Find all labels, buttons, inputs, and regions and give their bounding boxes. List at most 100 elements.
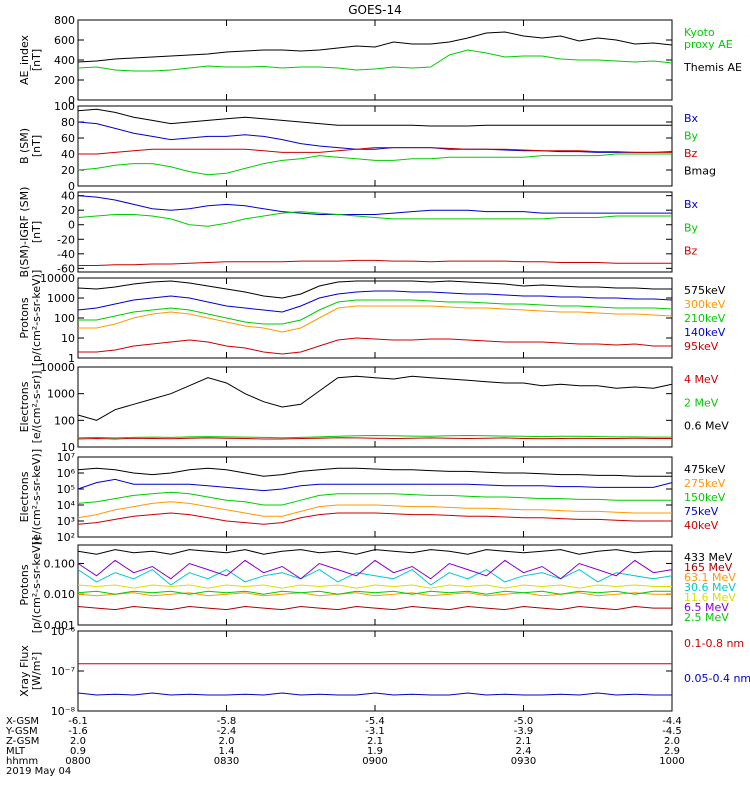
legend-label: 0.1-0.8 nm (684, 637, 744, 650)
series-line (77, 590, 672, 595)
panel-b: 0 20 40 60 80 100 B (SM)[nT] Bx By Bz Bmag (18, 100, 716, 193)
legend-label: Bx (684, 112, 699, 125)
orbit-cell: -4.4 (662, 716, 682, 727)
orbit-cell: -5.8 (217, 716, 237, 727)
orbit-cell: 1000 (659, 756, 684, 767)
legend-label: 475keV (684, 463, 726, 476)
orbit-row-label: Y-GSM (5, 726, 38, 737)
orbit-cell: 0800 (65, 756, 90, 767)
legend-label: 0.6 MeV (684, 420, 729, 433)
legend-label: 433 MeV (684, 551, 733, 564)
orbit-cell: -5.4 (365, 716, 385, 727)
y-tick-label: 100 (54, 312, 75, 325)
legend-label: 165 MeV (684, 561, 733, 574)
panel-electrons_lo: 10² 10³ 10⁴ 10⁵ 10⁶ 10⁷ Electrons[e/(cm²-s-sr-… (18, 449, 726, 545)
legend-label: 30.6 MeV (684, 581, 736, 594)
panel-frame (77, 105, 673, 187)
orbit-cell: -3.1 (365, 726, 385, 737)
y-tick-label: 10² (57, 531, 75, 544)
panel-xray: 10⁻⁸ 10⁻⁷ 10⁻⁶ Xray Flux[W/m²] 0.1-0.8 nm 0.0… (18, 625, 750, 718)
series-line (77, 195, 672, 215)
orbit-cell: -4.5 (662, 726, 682, 737)
series-line (78, 305, 673, 333)
orbit-cell: 0830 (214, 756, 239, 767)
panel-frame (77, 277, 673, 359)
y-tick-label: 10³ (57, 515, 75, 528)
series-line (77, 108, 672, 127)
y-tick-label: 10000 (40, 272, 75, 285)
legend-label: 150keV (684, 491, 726, 504)
orbit-cell: -1.6 (68, 726, 88, 737)
y-axis-label: B(SM)-IGRF (SM)[nT] (18, 187, 43, 278)
legend-label: 95keV (684, 340, 719, 353)
orbit-cell: 2.0 (219, 736, 235, 747)
series-line (77, 121, 673, 153)
y-tick-label: 40 (61, 190, 75, 203)
series-line (77, 559, 673, 580)
legend-label: Bz (684, 245, 698, 258)
y-tick-label: 400 (54, 54, 75, 67)
y-tick-label: 0 (68, 219, 75, 232)
legend-label: Bmag (684, 165, 716, 178)
series-line (78, 259, 672, 266)
legend-label: 575keV (684, 284, 726, 297)
y-tick-label: 20 (61, 164, 75, 177)
y-tick-label: 10⁶ (57, 467, 76, 480)
series-line (77, 437, 672, 440)
orbit-cell: 2.4 (516, 746, 532, 757)
y-tick-label: 0.010 (44, 588, 76, 601)
y-tick-label: 10⁵ (57, 483, 75, 496)
orbit-row-label: hhmm (6, 756, 38, 767)
orbit-cell: 2.0 (664, 736, 680, 747)
legend-label: 275keV (684, 477, 726, 490)
orbit-cell: -5.0 (514, 716, 534, 727)
legend-label: 210keV (684, 312, 726, 325)
panel-frame (77, 630, 673, 712)
y-tick-label: 10 (61, 332, 75, 345)
series-line (77, 692, 672, 696)
orbit-cell: 2.1 (516, 736, 532, 747)
y-tick-label: 10000 (40, 361, 75, 374)
date-label: 2019 May 04 (6, 766, 71, 777)
y-tick-label: 0.100 (44, 557, 76, 570)
legend-label: 11.6 MeV (684, 591, 736, 604)
y-tick-label: 10 (61, 441, 75, 454)
series-line (77, 584, 672, 589)
y-tick-label: -60 (57, 262, 75, 275)
y-tick-label: 600 (54, 34, 75, 47)
series-line (77, 569, 673, 586)
panel-ae: 0 200 400 600 800 AE_index[nT] Kyoto proxy AE Th… (18, 14, 742, 107)
y-tick-label: 0 (68, 180, 75, 193)
series-line (77, 491, 672, 506)
legend-label: Kyoto proxy AE (684, 26, 733, 51)
orbit-row-label: Z-GSM (6, 736, 39, 747)
y-tick-label: 1000 (47, 292, 75, 305)
orbit-cell: 2.1 (367, 736, 383, 747)
y-axis-label: AE_index[nT] (18, 34, 43, 85)
orbit-row-label: MLT (6, 746, 26, 757)
y-tick-label: 0.001 (44, 619, 76, 632)
y-tick-label: 1 (68, 352, 75, 365)
legend-label: 0.05-0.4 nm (684, 672, 750, 685)
orbit-cell: 1.9 (367, 746, 383, 757)
y-tick-label: 800 (54, 14, 75, 27)
series-line (77, 375, 673, 421)
legend-label: By (684, 130, 699, 143)
orbit-cell: 0930 (511, 756, 536, 767)
series-line (77, 153, 672, 176)
series-line (78, 147, 672, 155)
orbit-cell: -3.9 (514, 726, 534, 737)
plot-title: GOES-14 (348, 3, 402, 17)
orbit-cell: 2.0 (70, 736, 86, 747)
series-line (77, 49, 673, 72)
orbit-cell: -6.1 (68, 716, 88, 727)
legend-label: Bz (684, 147, 698, 160)
y-tick-label: -40 (57, 248, 75, 261)
y-tick-label: 200 (54, 74, 75, 87)
orbit-cell: 2.9 (664, 746, 680, 757)
series-line (77, 31, 673, 63)
y-axis-label: Protons[p/(cm²-s-sr-keV)] (18, 537, 43, 634)
legend-label: 6.5 MeV (684, 601, 729, 614)
